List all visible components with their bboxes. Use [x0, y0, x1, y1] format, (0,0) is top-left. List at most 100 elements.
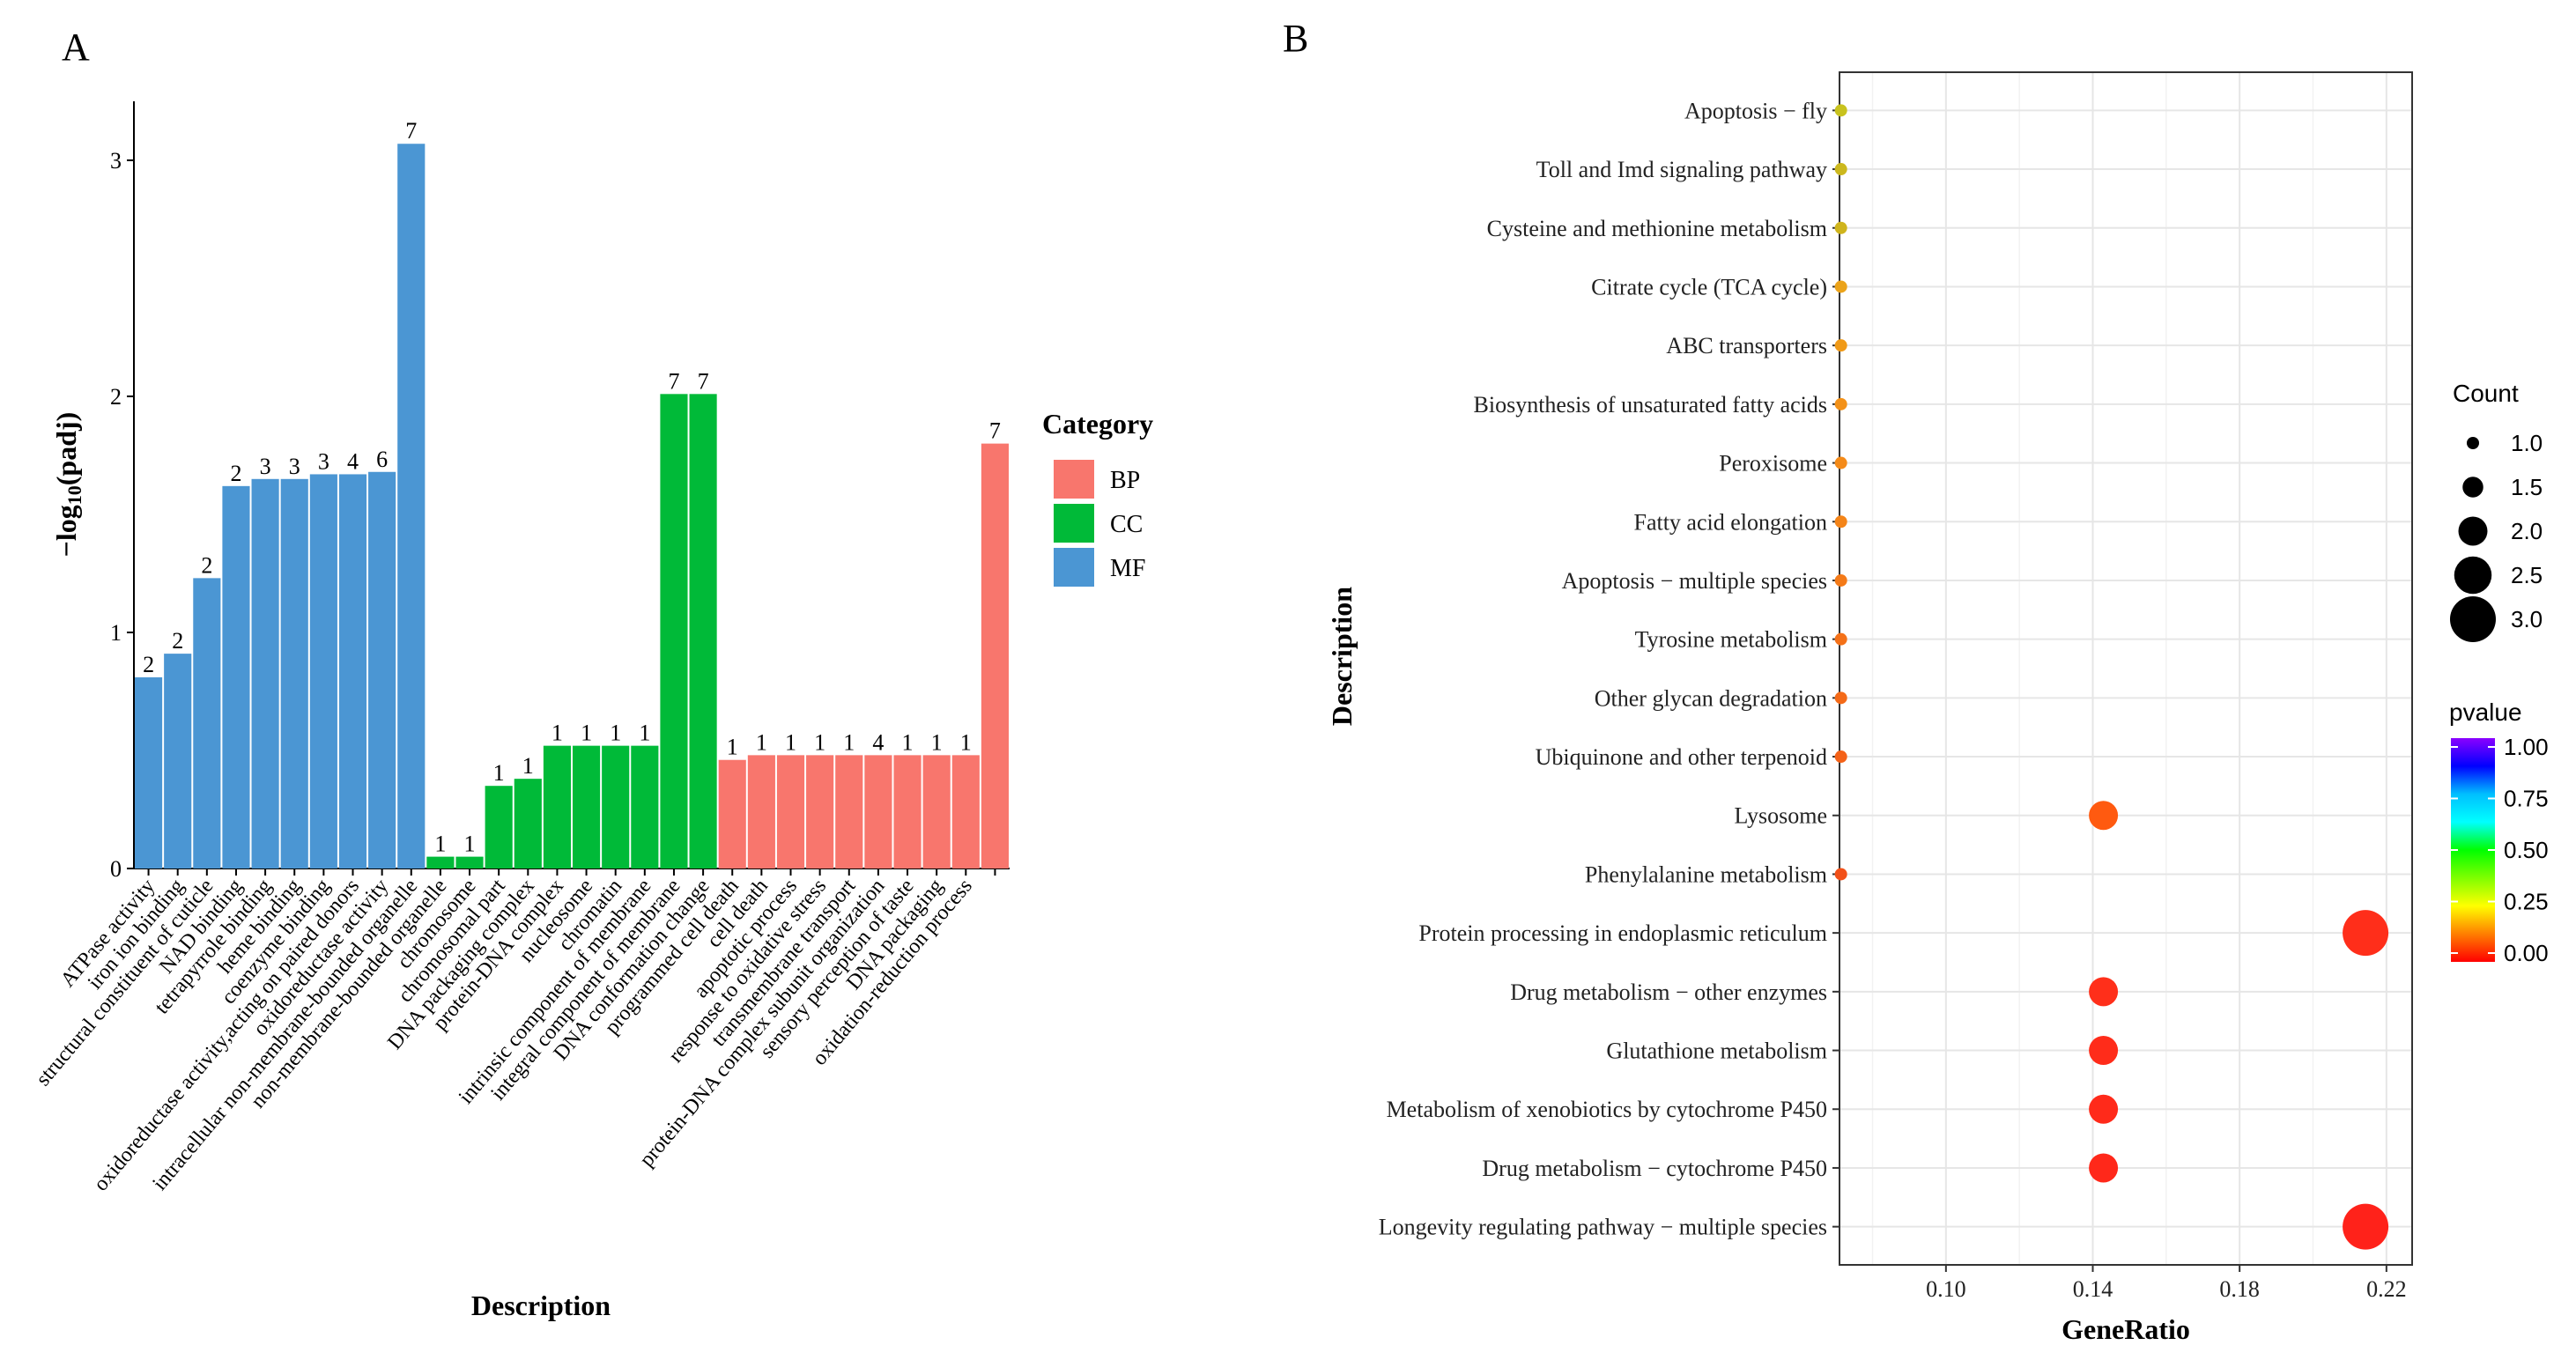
legend-title: Category	[1042, 408, 1153, 440]
data-point	[2089, 1094, 2119, 1124]
bar	[397, 144, 426, 869]
legend-swatch	[1054, 504, 1094, 543]
bar-count-label: 1	[960, 729, 972, 755]
data-point	[1834, 163, 1847, 176]
data-point	[2089, 801, 2119, 831]
y-tick-label: Metabolism of xenobiotics by cytochrome …	[1387, 1097, 1827, 1122]
x-tick-label: 0.18	[2219, 1276, 2260, 1302]
bar	[718, 759, 746, 868]
size-legend-dot	[2467, 437, 2479, 449]
bar-count-label: 1	[902, 729, 914, 755]
bar-count-label: 4	[872, 729, 884, 755]
plot-panel	[1839, 71, 2413, 1266]
bar-count-label: 1	[727, 735, 738, 760]
bar	[455, 856, 484, 868]
bar-count-label: 1	[610, 721, 621, 746]
y-axis-title: −log10(padj)	[50, 412, 85, 558]
size-legend-label: 1.0	[2511, 430, 2543, 456]
data-point	[1834, 339, 1847, 352]
y-tick-label: 1	[110, 620, 122, 646]
bar-count-label: 7	[698, 368, 709, 394]
data-point	[2089, 1036, 2119, 1066]
x-tick-label: 0.22	[2366, 1276, 2407, 1302]
legend-label: BP	[1110, 467, 1140, 494]
bar-count-label: 6	[376, 447, 388, 472]
bar-count-label: 2	[230, 461, 241, 486]
bar	[602, 745, 630, 868]
y-tick-label: Phenylalanine metabolism	[1585, 861, 1827, 887]
y-tick-label: ABC transporters	[1666, 333, 1827, 358]
bar-count-label: 1	[493, 760, 505, 786]
bar-count-label: 7	[989, 418, 1001, 444]
y-axis-title-subscript: 10	[63, 485, 85, 505]
bar	[164, 654, 192, 868]
y-tick-label: Apoptosis − fly	[1684, 98, 1827, 123]
y-tick-label: Longevity regulating pathway − multiple …	[1379, 1215, 1827, 1240]
size-legend-label: 2.0	[2511, 518, 2543, 544]
bar-count-label: 7	[405, 118, 417, 144]
data-point	[2089, 1153, 2119, 1183]
bar-count-label: 7	[668, 368, 679, 394]
bar-count-label: 1	[785, 729, 796, 755]
x-tick-label: 0.10	[1926, 1276, 1966, 1302]
y-tick-label: Drug metabolism − other enzymes	[1510, 979, 1827, 1005]
bar	[747, 755, 775, 868]
x-tick-label: 0.14	[2073, 1276, 2113, 1302]
bar	[806, 755, 834, 868]
y-tick-label: Fatty acid elongation	[1633, 509, 1827, 535]
size-legend-label: 3.0	[2511, 606, 2543, 632]
bar	[835, 755, 863, 868]
bar	[193, 578, 221, 868]
bar-count-label: 2	[143, 652, 154, 677]
panel-a-label: A	[62, 26, 90, 69]
data-point	[1834, 397, 1847, 410]
bar	[981, 443, 1009, 868]
bar	[951, 755, 980, 868]
size-legend-dot	[2450, 596, 2496, 642]
data-point	[1834, 573, 1847, 587]
color-legend-label: 0.00	[2504, 940, 2549, 966]
data-point	[2089, 977, 2119, 1007]
bar-count-label: 1	[639, 721, 650, 746]
legend-label: CC	[1110, 511, 1143, 538]
y-tick-label: Drug metabolism − cytochrome P450	[1482, 1156, 1827, 1181]
color-legend-label: 0.75	[2504, 786, 2549, 812]
y-tick-label: Apoptosis − multiple species	[1562, 568, 1827, 594]
x-axis-title: Description	[471, 1290, 611, 1321]
y-tick-label: Peroxisome	[1719, 451, 1827, 477]
data-point	[1834, 280, 1847, 293]
y-axis-title: Description	[1326, 587, 1358, 726]
bar	[922, 755, 951, 868]
data-point	[1834, 456, 1847, 469]
x-axis-title: GeneRatio	[2062, 1313, 2190, 1345]
bar-count-label: 3	[318, 448, 329, 474]
bar	[543, 745, 571, 868]
size-legend-dot	[2458, 516, 2488, 546]
size-legend-dot	[2454, 556, 2492, 595]
plot-frame	[1839, 71, 2413, 1266]
data-point	[1834, 691, 1847, 705]
bar	[309, 474, 337, 868]
y-tick-label: Citrate cycle (TCA cycle)	[1591, 274, 1827, 299]
size-legend-title: Count	[2453, 380, 2519, 407]
bar-count-label: 2	[172, 628, 183, 654]
y-tick-label: Glutathione metabolism	[1606, 1038, 1827, 1064]
y-tick-label: Biosynthesis of unsaturated fatty acids	[1474, 392, 1827, 418]
bar-count-label: 1	[931, 729, 943, 755]
bar	[864, 755, 892, 868]
bar	[222, 485, 250, 868]
size-legend-label: 1.5	[2511, 474, 2543, 500]
data-point	[1834, 750, 1847, 764]
y-tick-label: Protein processing in endoplasmic reticu…	[1418, 920, 1827, 946]
bar-count-label: 1	[756, 729, 767, 755]
color-legend-title: pvalue	[2449, 698, 2522, 726]
legend-label: MF	[1110, 555, 1145, 582]
data-point	[1834, 221, 1847, 234]
bar	[280, 478, 308, 868]
data-point	[2343, 1203, 2389, 1250]
data-point	[1834, 632, 1847, 646]
y-tick-label: Lysosome	[1735, 803, 1827, 829]
bar-count-label: 2	[201, 552, 212, 578]
